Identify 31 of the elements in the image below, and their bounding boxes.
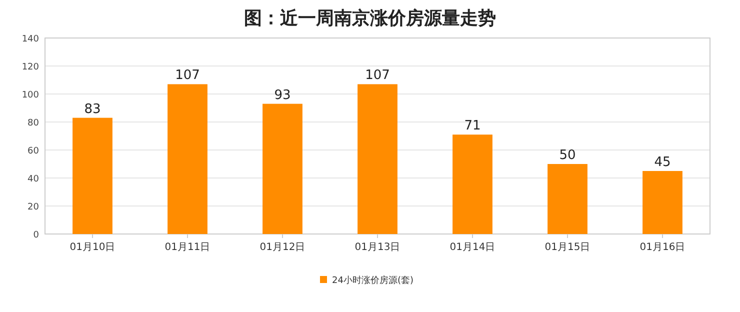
chart-title: 图：近一周南京涨价房源量走势	[244, 8, 496, 29]
x-tick-label: 01月15日	[544, 242, 590, 253]
data-label: 71	[464, 118, 481, 134]
y-tick-label: 100	[22, 90, 40, 100]
x-tick-label: 01月12日	[260, 242, 306, 253]
y-tick-label: 20	[28, 202, 40, 212]
y-tick-label: 40	[28, 174, 40, 184]
data-label: 107	[175, 68, 200, 84]
data-label: 50	[559, 148, 576, 163]
legend-label: 24小时涨价房源(套)	[332, 275, 414, 286]
bar	[72, 118, 112, 234]
x-tick-label: 01月11日	[164, 242, 210, 253]
y-tick-label: 140	[22, 34, 40, 44]
bar	[168, 84, 208, 234]
data-label: 83	[84, 102, 101, 117]
data-label: 93	[274, 88, 291, 103]
y-tick-label: 60	[28, 146, 40, 156]
data-label: 45	[654, 155, 671, 170]
bar	[358, 84, 398, 234]
bar	[642, 171, 682, 234]
x-tick-label: 01月13日	[354, 242, 400, 253]
y-tick-label: 120	[22, 62, 40, 72]
bar	[452, 134, 492, 234]
x-tick-label: 01月14日	[450, 242, 496, 253]
bar	[262, 104, 302, 234]
data-label: 107	[365, 68, 390, 84]
bar	[548, 164, 588, 234]
x-tick-label: 01月10日	[70, 242, 116, 253]
x-tick-label: 01月16日	[640, 242, 686, 253]
y-tick-label: 80	[28, 118, 40, 128]
y-tick-label: 0	[33, 230, 40, 240]
